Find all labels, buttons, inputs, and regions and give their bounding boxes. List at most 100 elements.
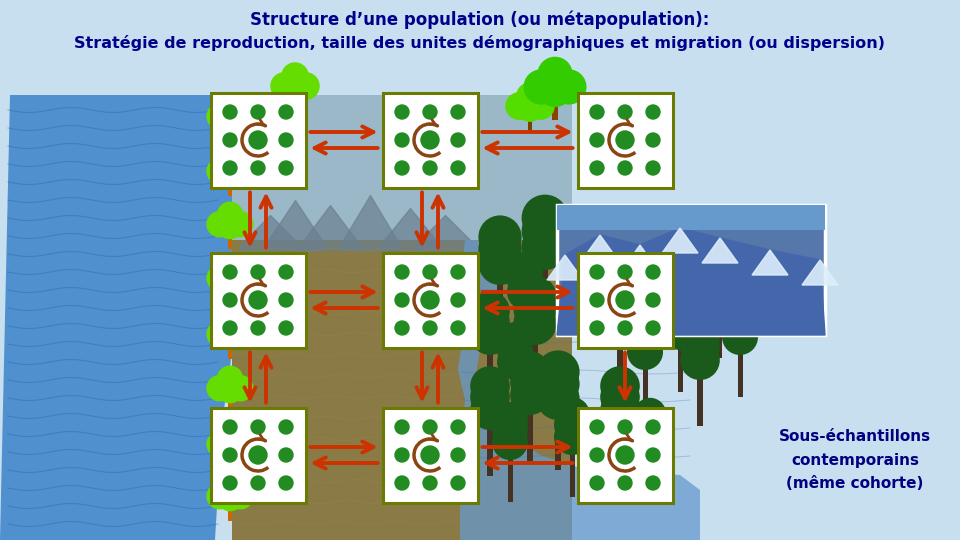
Bar	[210, 408, 305, 503]
Circle shape	[538, 72, 572, 107]
Circle shape	[206, 321, 233, 347]
Bar	[737, 337, 742, 397]
Circle shape	[510, 362, 550, 402]
Circle shape	[423, 476, 437, 490]
Circle shape	[590, 133, 604, 147]
Circle shape	[251, 265, 265, 279]
Polygon shape	[0, 95, 235, 540]
Circle shape	[451, 293, 465, 307]
Circle shape	[662, 314, 698, 350]
Circle shape	[618, 161, 632, 175]
Circle shape	[627, 322, 663, 358]
Circle shape	[228, 483, 253, 509]
Circle shape	[590, 265, 604, 279]
Circle shape	[217, 213, 243, 239]
Circle shape	[521, 194, 568, 241]
Circle shape	[521, 207, 568, 254]
Bar	[462, 240, 572, 540]
Polygon shape	[458, 240, 700, 540]
Bar	[578, 294, 583, 348]
Circle shape	[527, 92, 555, 120]
Circle shape	[423, 265, 437, 279]
Circle shape	[395, 321, 409, 335]
Circle shape	[251, 161, 265, 175]
Bar	[718, 304, 722, 358]
Circle shape	[514, 275, 557, 319]
Circle shape	[554, 397, 590, 433]
Circle shape	[223, 105, 237, 119]
Circle shape	[681, 340, 720, 380]
Circle shape	[590, 105, 604, 119]
Circle shape	[582, 232, 618, 268]
Circle shape	[634, 417, 666, 450]
Circle shape	[206, 375, 233, 401]
Circle shape	[395, 161, 409, 175]
Circle shape	[279, 476, 293, 490]
Circle shape	[451, 105, 465, 119]
Bar	[532, 323, 538, 395]
Circle shape	[600, 377, 639, 417]
Bar	[508, 442, 513, 502]
Bar	[648, 434, 652, 488]
Bar	[382, 92, 477, 187]
Circle shape	[217, 267, 243, 293]
Bar	[382, 253, 477, 348]
Circle shape	[590, 293, 604, 307]
Circle shape	[228, 321, 253, 347]
Bar	[228, 392, 232, 413]
Circle shape	[704, 277, 736, 309]
Bar	[642, 352, 647, 412]
Circle shape	[722, 319, 758, 355]
Circle shape	[217, 255, 243, 282]
Circle shape	[600, 390, 639, 430]
Circle shape	[281, 62, 309, 90]
Circle shape	[521, 223, 568, 270]
Bar	[578, 92, 673, 187]
Circle shape	[223, 476, 237, 490]
Circle shape	[554, 419, 590, 455]
Circle shape	[478, 242, 521, 285]
Circle shape	[470, 377, 510, 417]
Circle shape	[395, 476, 409, 490]
Circle shape	[249, 131, 267, 149]
Circle shape	[646, 161, 660, 175]
Circle shape	[537, 362, 580, 406]
Circle shape	[423, 321, 437, 335]
Circle shape	[206, 211, 233, 238]
Circle shape	[228, 375, 253, 401]
Circle shape	[223, 265, 237, 279]
Circle shape	[646, 265, 660, 279]
Circle shape	[616, 446, 634, 464]
Bar	[488, 410, 492, 476]
Circle shape	[470, 302, 510, 342]
Bar	[228, 228, 232, 249]
Circle shape	[206, 431, 233, 457]
Circle shape	[618, 420, 632, 434]
Bar	[527, 395, 533, 461]
Circle shape	[279, 133, 293, 147]
Circle shape	[681, 316, 720, 356]
Circle shape	[510, 351, 550, 391]
Circle shape	[206, 483, 233, 509]
Circle shape	[507, 252, 543, 288]
Circle shape	[551, 69, 587, 105]
Circle shape	[251, 420, 265, 434]
Circle shape	[451, 448, 465, 462]
Circle shape	[228, 265, 253, 292]
Circle shape	[395, 293, 409, 307]
Bar	[552, 92, 558, 120]
Circle shape	[646, 448, 660, 462]
Circle shape	[492, 402, 528, 438]
Circle shape	[662, 292, 698, 328]
Circle shape	[564, 267, 596, 299]
Circle shape	[279, 265, 293, 279]
Circle shape	[646, 321, 660, 335]
Circle shape	[470, 390, 510, 430]
Polygon shape	[662, 228, 698, 253]
Circle shape	[395, 105, 409, 119]
Circle shape	[217, 485, 243, 511]
Bar	[557, 205, 825, 335]
Bar	[228, 120, 232, 141]
Circle shape	[634, 407, 666, 439]
Circle shape	[228, 103, 253, 130]
